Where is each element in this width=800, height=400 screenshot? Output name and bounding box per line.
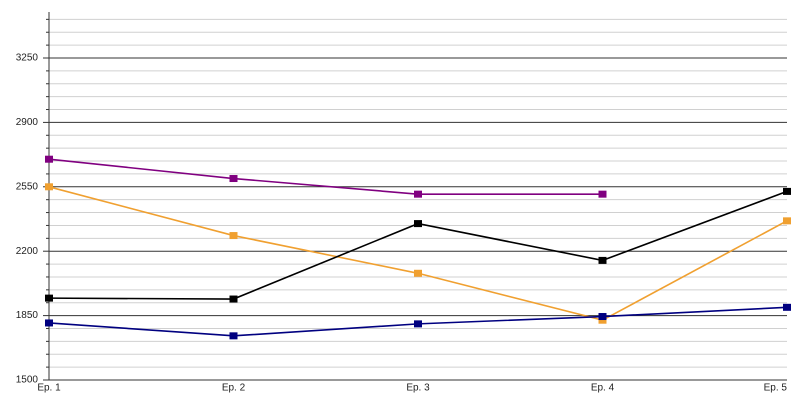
point-marker	[783, 217, 791, 225]
y-tick-label: 2900	[16, 117, 39, 128]
y-tick-label: 1850	[16, 310, 39, 321]
y-tick-label: 2550	[16, 181, 39, 192]
x-tick-label: Ep. 4	[591, 383, 615, 394]
x-tick-label: Ep. 1	[37, 383, 61, 394]
point-marker	[414, 190, 422, 198]
point-marker	[45, 319, 53, 327]
point-marker	[598, 313, 607, 321]
y-tick-label: 3250	[16, 53, 39, 64]
point-marker	[414, 320, 422, 328]
point-marker	[598, 190, 607, 198]
series-line	[48, 158, 603, 195]
y-tick-label: 1500	[16, 375, 39, 386]
point-marker	[783, 303, 791, 311]
x-tick-label: Ep. 2	[222, 383, 246, 394]
y-tick-label: 2200	[16, 246, 39, 257]
point-marker	[598, 256, 607, 264]
point-marker	[45, 155, 53, 163]
point-marker	[45, 183, 53, 191]
point-marker	[414, 220, 422, 228]
point-marker	[229, 175, 238, 183]
point-marker	[598, 316, 607, 324]
point-marker	[45, 294, 53, 302]
point-marker	[783, 187, 791, 195]
x-tick-label: Ep. 5	[764, 383, 788, 394]
point-marker	[229, 232, 238, 240]
series-line	[48, 186, 788, 322]
series-line	[48, 190, 788, 300]
point-marker	[229, 295, 238, 303]
point-marker	[414, 269, 422, 277]
point-marker	[229, 332, 238, 340]
x-tick-label: Ep. 3	[406, 383, 430, 394]
